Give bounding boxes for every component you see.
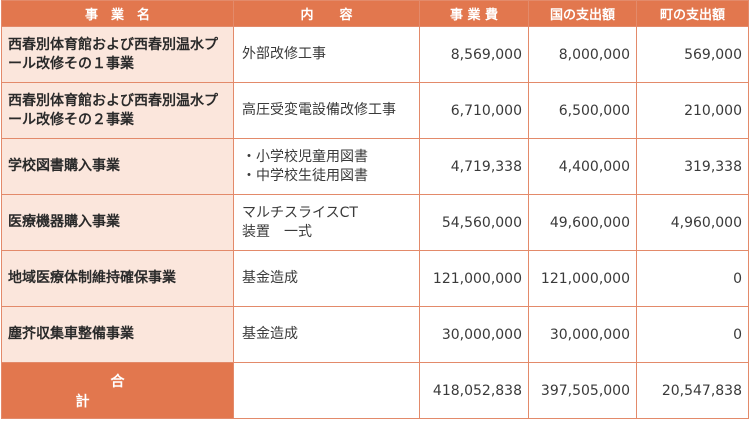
- town-amount: 569,000: [636, 26, 749, 83]
- header-national: 国の支出額: [528, 0, 637, 27]
- project-cost: 54,560,000: [419, 194, 529, 251]
- project-content: マルチスライスCT 装置 一式: [233, 194, 420, 251]
- national-amount: 30,000,000: [528, 306, 637, 363]
- national-amount: 4,400,000: [528, 138, 637, 195]
- project-content: 基金造成: [233, 306, 420, 363]
- total-row: 合計 418,052,838 397,505,000 20,547,838: [1, 362, 749, 419]
- table-row: 学校図書購入事業 ・小学校児童用図書 ・中学校生徒用図書 4,719,338 4…: [1, 138, 749, 195]
- table-row: 医療機器購入事業 マルチスライスCT 装置 一式 54,560,000 49,6…: [1, 194, 749, 251]
- national-amount: 8,000,000: [528, 26, 637, 83]
- town-amount: 319,338: [636, 138, 749, 195]
- project-content: 外部改修工事: [233, 26, 420, 83]
- table-row: 西春別体育館および西春別温水プール改修その１事業 外部改修工事 8,569,00…: [1, 26, 749, 83]
- project-name: 西春別体育館および西春別温水プール改修その２事業: [1, 82, 234, 139]
- header-cost: 事 業 費: [419, 0, 529, 27]
- total-label: 合計: [1, 362, 234, 419]
- total-content: [233, 362, 420, 419]
- project-name: 医療機器購入事業: [1, 194, 234, 251]
- project-cost: 30,000,000: [419, 306, 529, 363]
- table-row: 塵芥収集車整備事業 基金造成 30,000,000 30,000,000 0: [1, 306, 749, 363]
- total-cost: 418,052,838: [419, 362, 529, 419]
- project-name: 塵芥収集車整備事業: [1, 306, 234, 363]
- town-amount: 210,000: [636, 82, 749, 139]
- town-amount: 0: [636, 306, 749, 363]
- project-cost: 8,569,000: [419, 26, 529, 83]
- national-amount: 49,600,000: [528, 194, 637, 251]
- total-town: 20,547,838: [636, 362, 749, 419]
- town-amount: 4,960,000: [636, 194, 749, 251]
- national-amount: 6,500,000: [528, 82, 637, 139]
- header-content: 内 容: [233, 0, 420, 27]
- header-town: 町の支出額: [636, 0, 749, 27]
- project-cost: 6,710,000: [419, 82, 529, 139]
- town-amount: 0: [636, 250, 749, 307]
- project-cost: 121,000,000: [419, 250, 529, 307]
- header-row: 事 業 名 内 容 事 業 費 国の支出額 町の支出額: [1, 0, 749, 27]
- national-amount: 121,000,000: [528, 250, 637, 307]
- header-name: 事 業 名: [1, 0, 234, 27]
- project-cost: 4,719,338: [419, 138, 529, 195]
- table-row: 地域医療体制維持確保事業 基金造成 121,000,000 121,000,00…: [1, 250, 749, 307]
- project-name: 西春別体育館および西春別温水プール改修その１事業: [1, 26, 234, 83]
- project-content: ・小学校児童用図書 ・中学校生徒用図書: [233, 138, 420, 195]
- total-national: 397,505,000: [528, 362, 637, 419]
- project-name: 地域医療体制維持確保事業: [1, 250, 234, 307]
- project-content: 高圧受変電設備改修工事: [233, 82, 420, 139]
- table-row: 西春別体育館および西春別温水プール改修その２事業 高圧受変電設備改修工事 6,7…: [1, 82, 749, 139]
- project-content: 基金造成: [233, 250, 420, 307]
- project-name: 学校図書購入事業: [1, 138, 234, 195]
